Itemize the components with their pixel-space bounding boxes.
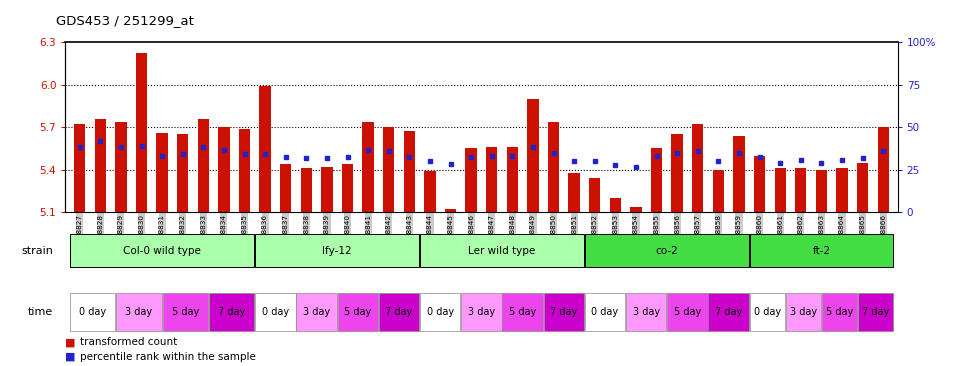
Bar xyxy=(461,293,502,331)
Text: GDS453 / 251299_at: GDS453 / 251299_at xyxy=(56,14,194,27)
Text: 0 day: 0 day xyxy=(79,307,107,317)
Bar xyxy=(775,168,786,212)
Bar xyxy=(877,127,889,212)
Bar xyxy=(548,122,560,212)
Bar xyxy=(95,119,106,212)
Bar xyxy=(424,171,436,212)
Bar xyxy=(136,53,147,212)
Bar xyxy=(527,99,539,212)
Bar xyxy=(667,293,708,331)
Bar xyxy=(420,293,461,331)
Text: 3 day: 3 day xyxy=(633,307,660,317)
Text: 5 day: 5 day xyxy=(674,307,701,317)
Bar xyxy=(444,209,456,212)
Text: transformed count: transformed count xyxy=(80,337,177,347)
Bar xyxy=(733,136,745,212)
Bar xyxy=(156,133,168,212)
Bar xyxy=(568,172,580,212)
Text: strain: strain xyxy=(21,246,53,256)
Bar xyxy=(795,168,806,212)
Bar xyxy=(280,164,292,212)
Text: 0 day: 0 day xyxy=(754,307,780,317)
Text: 7 day: 7 day xyxy=(862,307,889,317)
Bar xyxy=(259,86,271,212)
Bar xyxy=(502,293,542,331)
Bar xyxy=(589,178,600,212)
Bar xyxy=(338,293,378,331)
Bar xyxy=(218,127,229,212)
Text: 5 day: 5 day xyxy=(172,307,199,317)
Text: 3 day: 3 day xyxy=(303,307,330,317)
Text: 0 day: 0 day xyxy=(426,307,454,317)
Text: 7 day: 7 day xyxy=(218,307,245,317)
Bar xyxy=(162,293,208,331)
Text: ft-2: ft-2 xyxy=(812,246,830,256)
Bar xyxy=(297,293,337,331)
Bar xyxy=(383,127,395,212)
Bar xyxy=(116,293,161,331)
Text: lfy-12: lfy-12 xyxy=(323,246,352,256)
Bar xyxy=(610,198,621,212)
Text: 5 day: 5 day xyxy=(345,307,372,317)
Bar xyxy=(507,147,518,212)
Bar xyxy=(239,128,251,212)
Bar xyxy=(858,293,893,331)
Text: ■: ■ xyxy=(65,352,76,362)
Bar xyxy=(692,124,704,212)
Bar xyxy=(363,122,373,212)
Bar xyxy=(115,122,127,212)
Text: 0 day: 0 day xyxy=(262,307,289,317)
Text: Col-0 wild type: Col-0 wild type xyxy=(123,246,201,256)
Bar xyxy=(379,293,420,331)
Bar xyxy=(754,156,765,212)
Text: Ler wild type: Ler wild type xyxy=(468,246,536,256)
Bar xyxy=(631,206,641,212)
Bar xyxy=(177,134,188,212)
Bar xyxy=(712,170,724,212)
Bar xyxy=(255,293,296,331)
Bar xyxy=(322,167,332,212)
Bar xyxy=(626,293,666,331)
Text: co-2: co-2 xyxy=(656,246,678,256)
Bar xyxy=(750,234,893,267)
Bar xyxy=(816,170,827,212)
Bar xyxy=(651,149,662,212)
Bar xyxy=(74,124,85,212)
Text: 7 day: 7 day xyxy=(385,307,413,317)
Text: 7 day: 7 day xyxy=(550,307,578,317)
Bar xyxy=(403,131,415,212)
Text: 3 day: 3 day xyxy=(468,307,495,317)
Text: 0 day: 0 day xyxy=(591,307,618,317)
Bar xyxy=(836,168,848,212)
Bar xyxy=(342,164,353,212)
Bar xyxy=(255,234,420,267)
Text: 5 day: 5 day xyxy=(509,307,537,317)
Bar xyxy=(300,168,312,212)
Bar xyxy=(585,293,625,331)
Bar xyxy=(543,293,584,331)
Bar xyxy=(750,293,785,331)
Bar xyxy=(466,149,477,212)
Text: 3 day: 3 day xyxy=(126,307,153,317)
Bar xyxy=(209,293,254,331)
Bar xyxy=(486,147,497,212)
Bar xyxy=(785,293,821,331)
Text: time: time xyxy=(28,307,53,317)
Text: 5 day: 5 day xyxy=(826,307,853,317)
Bar xyxy=(671,134,683,212)
Bar xyxy=(708,293,749,331)
Bar xyxy=(198,119,209,212)
Text: 7 day: 7 day xyxy=(715,307,742,317)
Bar xyxy=(70,234,254,267)
Bar xyxy=(585,234,749,267)
Bar xyxy=(70,293,115,331)
Text: 3 day: 3 day xyxy=(790,307,817,317)
Text: percentile rank within the sample: percentile rank within the sample xyxy=(80,352,255,362)
Bar xyxy=(822,293,857,331)
Bar xyxy=(857,163,868,212)
Text: ■: ■ xyxy=(65,337,76,347)
Bar xyxy=(420,234,584,267)
